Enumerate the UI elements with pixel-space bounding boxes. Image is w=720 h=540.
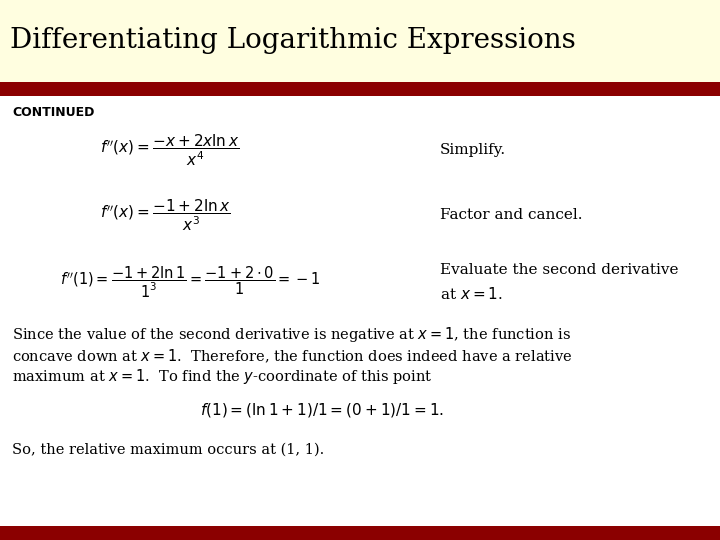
Text: Differentiating Logarithmic Expressions: Differentiating Logarithmic Expressions: [10, 28, 576, 55]
Text: CONTINUED: CONTINUED: [12, 105, 94, 118]
Text: Evaluate the second derivative: Evaluate the second derivative: [440, 263, 678, 277]
Text: $f''(x)=\dfrac{-1+2\ln x}{x^3}$: $f''(x)=\dfrac{-1+2\ln x}{x^3}$: [100, 197, 231, 233]
Text: maximum at $x = 1$.  To find the $y$-coordinate of this point: maximum at $x = 1$. To find the $y$-coor…: [12, 368, 433, 387]
Bar: [0, 96, 720, 526]
Text: Since the value of the second derivative is negative at $x = 1$, the function is: Since the value of the second derivative…: [12, 326, 571, 345]
Text: $f''(x)=\dfrac{-x+2x\ln x}{x^4}$: $f''(x)=\dfrac{-x+2x\ln x}{x^4}$: [100, 132, 239, 168]
Text: $f''(1)=\dfrac{-1+2\ln 1}{1^3}=\dfrac{-1+2\cdot 0}{1}=-1$: $f''(1)=\dfrac{-1+2\ln 1}{1^3}=\dfrac{-1…: [60, 265, 320, 300]
Text: at $x = 1$.: at $x = 1$.: [440, 286, 503, 302]
Text: Factor and cancel.: Factor and cancel.: [440, 208, 582, 222]
Text: So, the relative maximum occurs at (1, 1).: So, the relative maximum occurs at (1, 1…: [12, 443, 324, 457]
Text: Simplify.: Simplify.: [440, 143, 506, 157]
Bar: [0, 526, 720, 540]
Text: concave down at $x = 1$.  Therefore, the function does indeed have a relative: concave down at $x = 1$. Therefore, the …: [12, 347, 572, 365]
Text: $f(1)=(\ln 1+1)/1=(0+1)/1=1.$: $f(1)=(\ln 1+1)/1=(0+1)/1=1.$: [200, 401, 444, 419]
Bar: [0, 82, 720, 96]
Bar: [0, 0, 720, 82]
